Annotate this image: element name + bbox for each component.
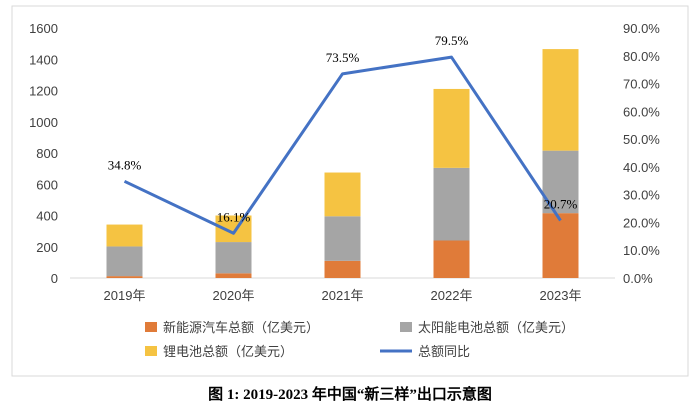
yoy-data-label: 20.7% xyxy=(544,197,578,212)
legend-label: 锂电池总额（亿美元） xyxy=(163,344,293,359)
y-right-tick-label: 90.0% xyxy=(623,21,660,36)
y-right-tick-label: 70.0% xyxy=(623,77,660,92)
x-tick-label: 2023年 xyxy=(540,288,582,303)
bar-segment-3 xyxy=(542,49,579,151)
yoy-data-label: 73.5% xyxy=(326,50,360,65)
y-left-tick-label: 1400 xyxy=(29,52,58,67)
legend-label: 总额同比 xyxy=(418,344,470,359)
y-right-tick-label: 10.0% xyxy=(623,243,660,258)
legend-label: 新能源汽车总额（亿美元） xyxy=(163,320,319,335)
y-right-tick-label: 20.0% xyxy=(623,215,660,230)
bar-segment-2 xyxy=(433,167,470,241)
x-tick-label: 2021年 xyxy=(322,288,364,303)
x-tick-label: 2022年 xyxy=(431,288,473,303)
y-right-tick-label: 0.0% xyxy=(623,271,653,286)
y-left-tick-label: 1000 xyxy=(29,115,58,130)
yoy-data-label: 16.1% xyxy=(217,209,251,224)
y-left-tick-label: 400 xyxy=(36,209,58,224)
bar-segment-2 xyxy=(215,242,252,274)
x-tick-label: 2020年 xyxy=(213,288,255,303)
chart-svg: 0 200 400 600 800 1000 1200 1400 1600 0.0% 10.0% 20… xyxy=(11,5,689,377)
y-right-tick-label: 30.0% xyxy=(623,188,660,203)
bar-segment-1 xyxy=(324,260,361,278)
legend-swatch-2 xyxy=(400,322,412,332)
y-left-tick-label: 600 xyxy=(36,177,58,192)
bar-segment-1 xyxy=(106,276,143,278)
y-right-tick-label: 60.0% xyxy=(623,104,660,119)
y-right-tick-label: 80.0% xyxy=(623,49,660,64)
y-left-tick-label: 0 xyxy=(51,271,58,286)
chart-border xyxy=(11,5,689,377)
yoy-data-label: 79.5% xyxy=(435,33,469,48)
y-right-tick-label: 40.0% xyxy=(623,160,660,175)
bar-segment-2 xyxy=(324,216,361,261)
y-left-tick-label: 1200 xyxy=(29,84,58,99)
yoy-data-label: 34.8% xyxy=(108,157,142,172)
bar-segment-2 xyxy=(106,246,143,277)
figure-caption: 图 1: 2019-2023 年中国“新三样”出口示意图 xyxy=(208,387,492,403)
x-tick-label: 2019年 xyxy=(104,288,146,303)
bar-segment-3 xyxy=(433,88,470,168)
yoy-line xyxy=(123,55,562,235)
bar-segment-1 xyxy=(215,273,252,278)
bar-segment-1 xyxy=(542,213,579,278)
y-left-tick-label: 800 xyxy=(36,146,58,161)
legend-swatch-3 xyxy=(145,346,157,356)
y-right-tick-label: 50.0% xyxy=(623,132,660,147)
bar-segment-1 xyxy=(433,240,470,278)
bar-segment-3 xyxy=(324,172,361,217)
y-left-tick-label: 200 xyxy=(36,240,58,255)
legend-swatch-1 xyxy=(145,322,157,332)
legend-label: 太阳能电池总额（亿美元） xyxy=(418,320,574,335)
y-left-tick-label: 1600 xyxy=(29,21,58,36)
bar-segment-3 xyxy=(106,224,143,247)
